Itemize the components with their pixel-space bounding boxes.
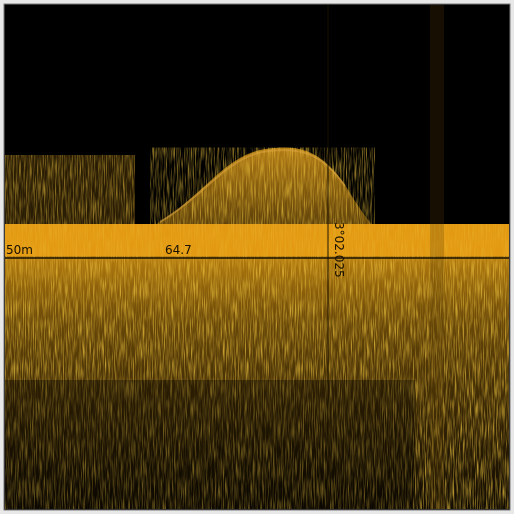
interference-stripe <box>430 5 444 509</box>
value-label: 64.7 <box>165 243 192 257</box>
hump-edge <box>159 149 346 223</box>
band-texture <box>5 224 509 256</box>
clutter-texture <box>5 155 135 225</box>
hump-texture <box>150 147 375 228</box>
sub-bottom-texture <box>5 256 509 509</box>
deep-shade <box>5 380 415 509</box>
depth-label: 50m <box>6 243 33 257</box>
coordinate-label: 3°02.025 <box>332 222 346 278</box>
echo-layer <box>5 5 509 509</box>
